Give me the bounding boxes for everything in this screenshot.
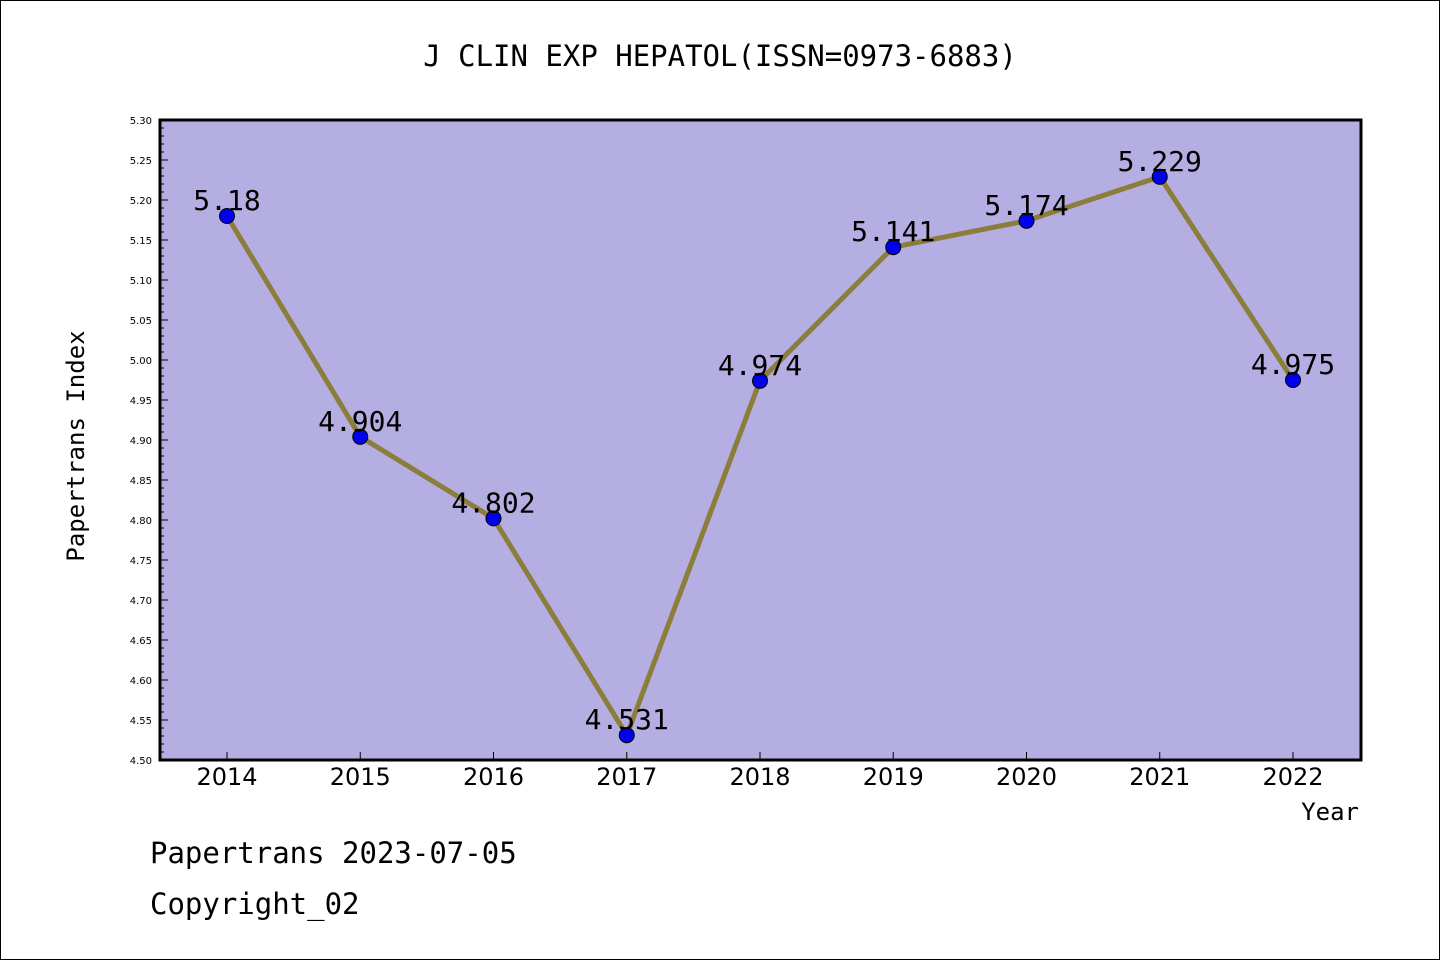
y-tick-label: 4.50 bbox=[130, 756, 152, 767]
y-tick-label: 5.30 bbox=[130, 116, 152, 127]
data-label: 4.904 bbox=[318, 405, 402, 438]
data-labels: 5.18 4.904 4.802 4.531 4.974 5.141 5.174 5.229 4… bbox=[193, 145, 1335, 736]
x-tick-label: 2016 bbox=[463, 763, 524, 791]
y-tick-label: 5.00 bbox=[130, 356, 152, 367]
data-label: 5.18 bbox=[193, 184, 260, 217]
y-tick-label: 5.20 bbox=[130, 196, 152, 207]
y-tick-label: 4.80 bbox=[130, 516, 152, 527]
y-tick-label: 5.25 bbox=[130, 156, 152, 167]
y-tick-label: 4.60 bbox=[130, 676, 152, 687]
data-label: 4.975 bbox=[1251, 348, 1335, 381]
data-label: 4.802 bbox=[451, 486, 535, 519]
plot-border bbox=[158, 118, 1363, 762]
x-tick-label: 2015 bbox=[330, 763, 391, 791]
x-axis-ticks: 2014 2015 2016 2017 2018 2019 2020 2021 2022 bbox=[196, 752, 1324, 791]
y-tick-label: 4.65 bbox=[130, 636, 152, 647]
data-point bbox=[618, 727, 635, 744]
data-label: 4.531 bbox=[585, 703, 669, 736]
data-point bbox=[752, 372, 768, 389]
y-tick-label: 5.15 bbox=[130, 236, 152, 247]
data-label: 5.141 bbox=[851, 215, 935, 248]
data-label: 4.974 bbox=[718, 349, 802, 382]
data-point bbox=[485, 510, 502, 527]
plot-area bbox=[160, 120, 1361, 760]
y-axis-label: Papertrans Index bbox=[62, 330, 90, 561]
y-tick-label: 5.10 bbox=[130, 276, 152, 287]
x-tick-label: 2020 bbox=[996, 763, 1057, 791]
data-point bbox=[352, 428, 369, 445]
footer-date: Papertrans 2023-07-05 bbox=[150, 836, 517, 870]
x-tick-label: 2021 bbox=[1129, 763, 1190, 791]
y-tick-label: 5.05 bbox=[130, 316, 152, 327]
chart-title: J CLIN EXP HEPATOL(ISSN=0973-6883) bbox=[423, 39, 1017, 73]
x-tick-label: 2019 bbox=[863, 763, 924, 791]
data-point bbox=[219, 208, 235, 224]
data-label: 5.174 bbox=[984, 189, 1068, 222]
y-tick-label: 4.75 bbox=[130, 556, 152, 567]
data-point bbox=[1285, 372, 1301, 388]
x-tick-label: 2014 bbox=[196, 763, 257, 791]
data-point bbox=[1151, 168, 1168, 185]
y-tick-label: 4.70 bbox=[130, 596, 152, 607]
data-point bbox=[1018, 212, 1035, 229]
data-point bbox=[885, 239, 902, 256]
y-tick-label: 4.90 bbox=[130, 436, 152, 447]
y-tick-label: 4.55 bbox=[130, 716, 152, 727]
x-tick-label: 2018 bbox=[729, 763, 790, 791]
y-tick-label: 4.95 bbox=[130, 396, 152, 407]
data-label: 5.229 bbox=[1118, 145, 1202, 178]
footer-copyright: Copyright_02 bbox=[150, 887, 360, 922]
x-tick-label: 2022 bbox=[1262, 763, 1323, 791]
data-points bbox=[219, 168, 1301, 744]
x-axis-label: Year bbox=[1301, 798, 1359, 826]
x-tick-label: 2017 bbox=[596, 763, 657, 791]
y-tick-label: 4.85 bbox=[130, 476, 152, 487]
